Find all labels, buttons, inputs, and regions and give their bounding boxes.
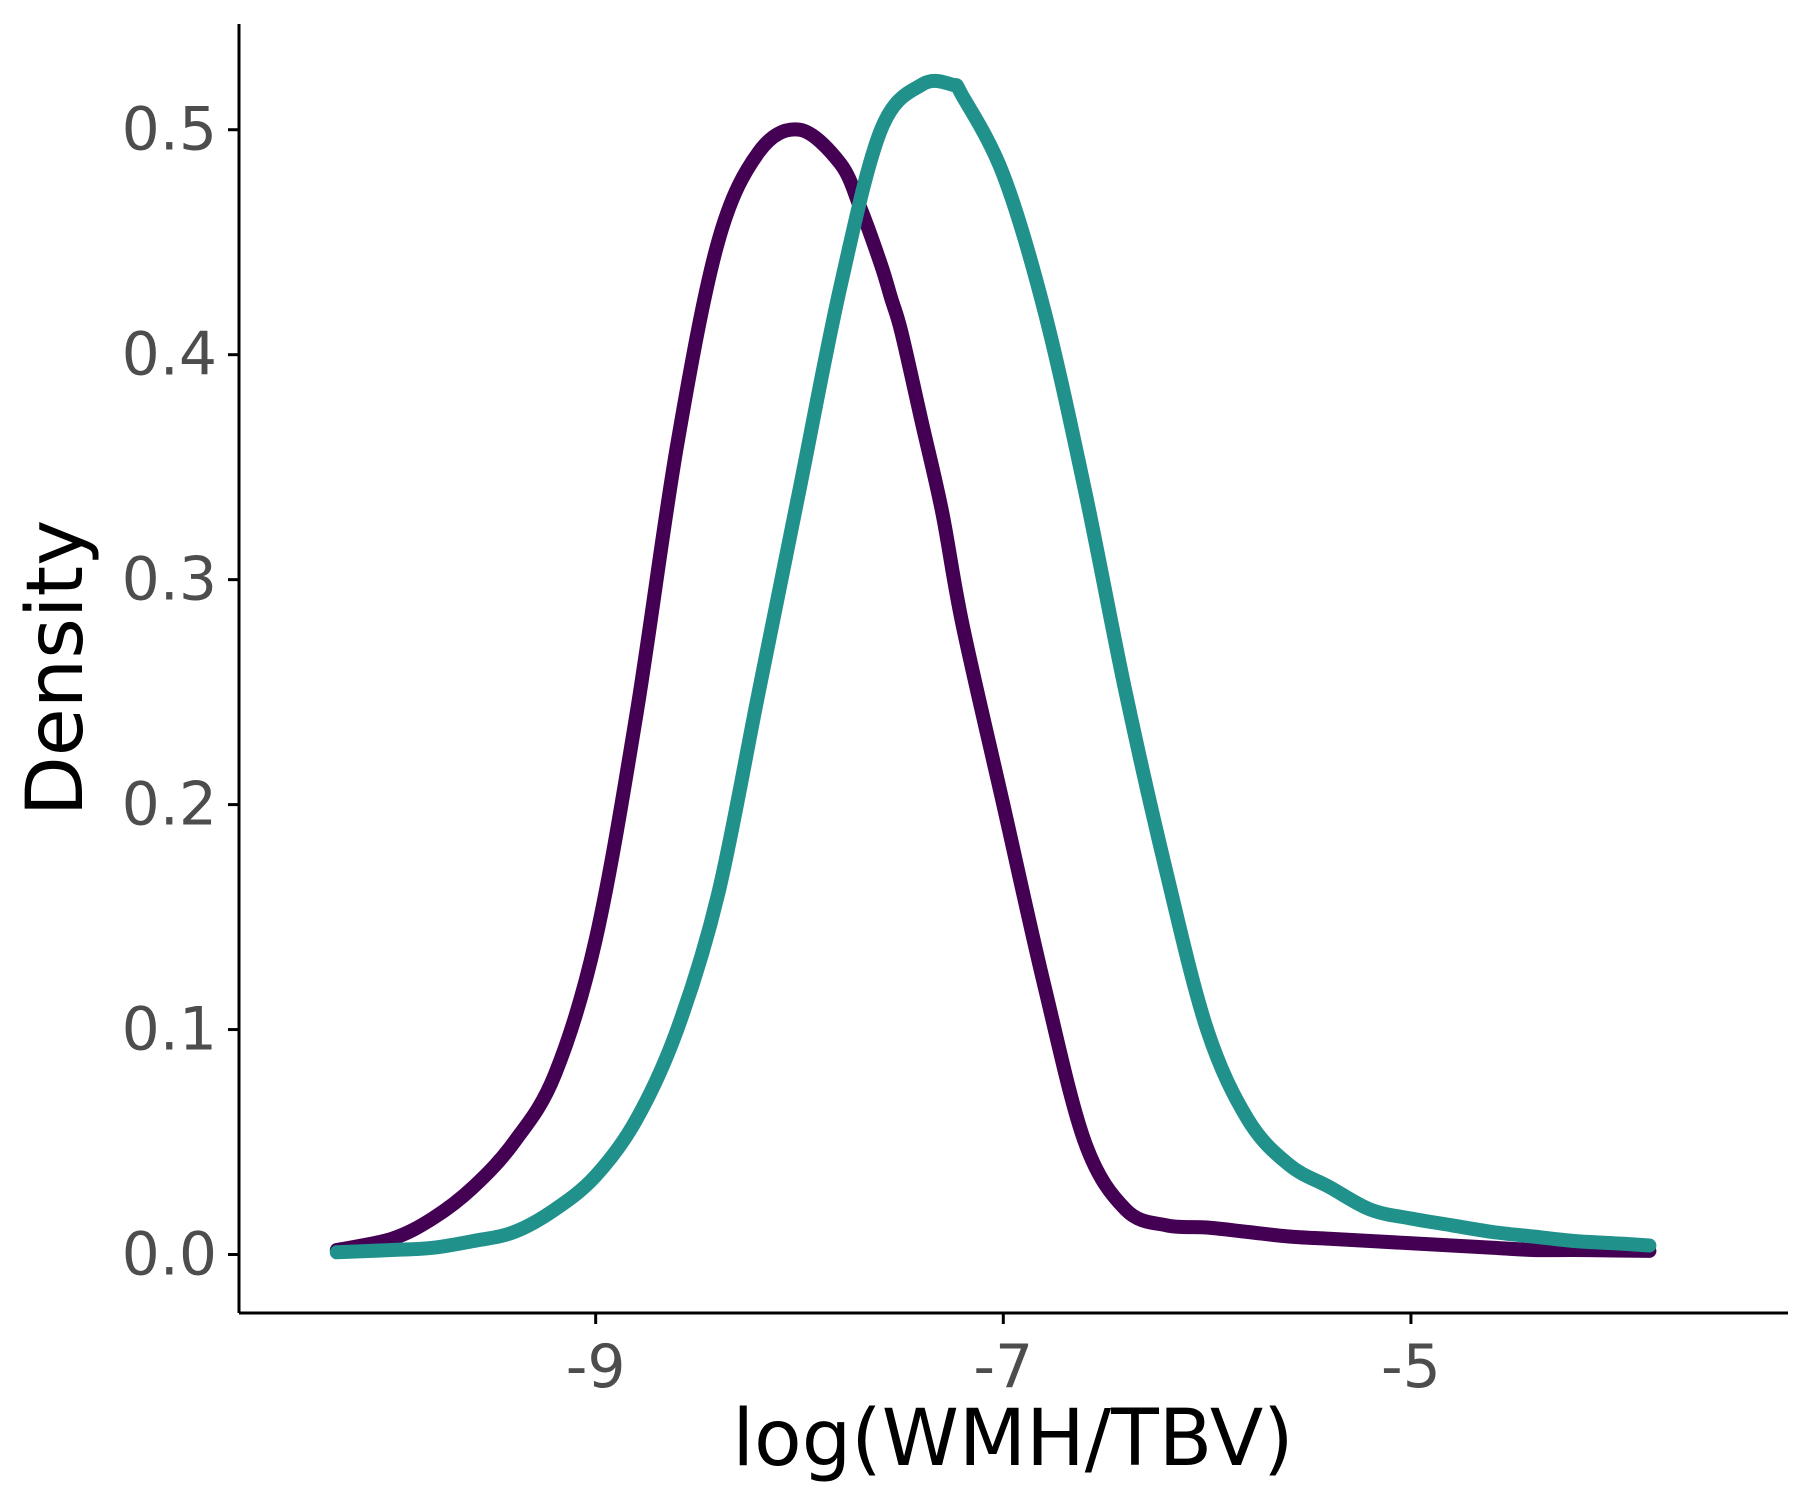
- y-tick-label: 0.3: [122, 545, 217, 615]
- y-tick-label: 0.4: [122, 320, 217, 390]
- y-tick-label: 0.5: [122, 95, 217, 165]
- x-ticks: -9 -7 -5: [566, 1313, 1441, 1402]
- x-axis-title: log(WMH/TBV): [732, 1394, 1293, 1484]
- plot-area: [329, 73, 1657, 1260]
- x-tick-label: -5: [1381, 1332, 1441, 1402]
- x-tick-label: -7: [973, 1332, 1033, 1402]
- y-ticks: 0.0 0.1 0.2 0.3 0.4 0.5: [122, 95, 239, 1290]
- y-axis-title: Density: [11, 520, 101, 817]
- y-tick-label: 0.2: [122, 770, 217, 840]
- x-tick-label: -9: [566, 1332, 626, 1402]
- density-series-2-line: [329, 73, 1657, 1260]
- y-tick-label: 0.1: [122, 995, 217, 1065]
- y-tick-label: 0.0: [122, 1220, 217, 1290]
- axes: [237, 24, 1788, 1315]
- density-series-1-line: [329, 122, 1657, 1258]
